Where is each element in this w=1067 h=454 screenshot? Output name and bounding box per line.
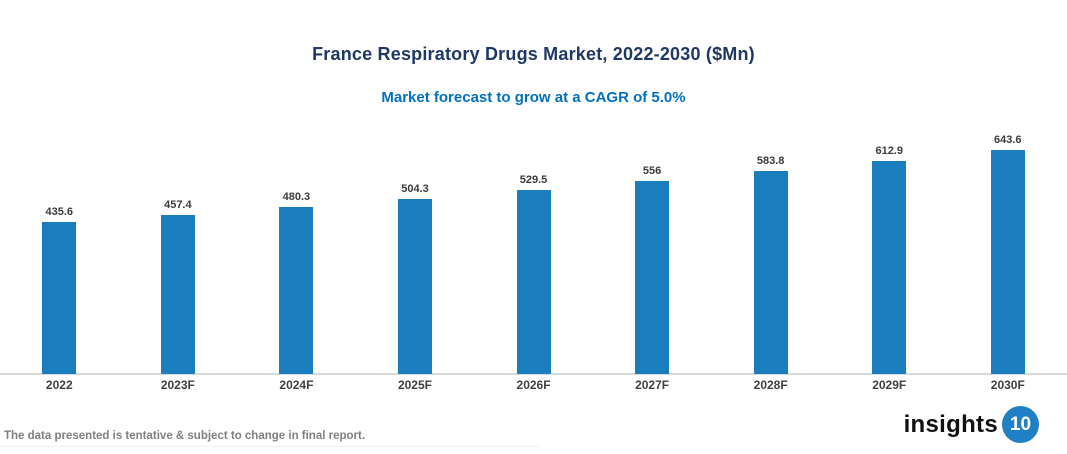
bar-column-2025F: 504.3 (356, 183, 475, 374)
bar-column-2029F: 612.9 (830, 145, 949, 374)
bar-value-label: 643.6 (994, 134, 1022, 146)
bar-column-2026F: 529.5 (474, 174, 593, 374)
logo-wordmark: insights (903, 410, 998, 438)
category-label-2025F: 2025F (397, 378, 432, 392)
bar-2030F (990, 150, 1025, 374)
bar-column-2022: 435.6 (0, 206, 119, 374)
chart-subtitle: Market forecast to grow at a CAGR of 5.0… (381, 89, 686, 106)
bar-value-label: 480.3 (282, 191, 311, 203)
bar-column-2024F: 480.3 (237, 191, 356, 374)
category-label-2022: 2022 (45, 378, 73, 392)
bar-value-label: 504.3 (401, 183, 429, 195)
chart-title: France Respiratory Drugs Market, 2022-20… (312, 44, 755, 64)
bar-2023F (160, 215, 195, 374)
bar-column-2023F: 457.4 (119, 199, 238, 374)
insights10-logo: insights 10 (904, 406, 1039, 443)
bar-column-2027F: 556 (593, 165, 712, 374)
bottom-divider (0, 446, 540, 447)
category-row: 2022 2023F 2024F 2025F 2026F 2027F 2028F 2029F 2… (0, 378, 1067, 392)
category-label-2023F: 2023F (160, 378, 195, 392)
bar-2026F (516, 190, 551, 374)
bar-value-label: 435.6 (45, 206, 74, 218)
category-label-2024F: 2024F (279, 378, 314, 392)
bar-2024F (279, 207, 314, 374)
bars-row: 435.6 457.4 480.3 504.3 529.5 556 583.8 612.9 64… (0, 124, 1067, 374)
bar-value-label: 612.9 (875, 145, 903, 157)
bar-column-2030F: 643.6 (949, 134, 1067, 374)
bar-2025F (397, 199, 432, 374)
bar-value-label: 583.8 (756, 155, 785, 167)
bar-2029F (872, 161, 907, 374)
bar-2027F (635, 181, 670, 374)
category-label-2028F: 2028F (753, 378, 788, 392)
bar-value-label: 556 (642, 165, 662, 177)
category-label-2030F: 2030F (990, 378, 1025, 392)
category-label-2029F: 2029F (872, 378, 907, 392)
disclaimer-text: The data presented is tentative & subjec… (4, 430, 366, 442)
bar-column-2028F: 583.8 (711, 155, 830, 374)
logo-badge-10: 10 (1002, 406, 1039, 443)
bar-2022 (42, 222, 77, 374)
category-label-2026F: 2026F (516, 378, 551, 392)
bar-value-label: 457.4 (164, 199, 192, 211)
bar-2028F (753, 171, 788, 374)
bar-value-label: 529.5 (519, 174, 548, 186)
category-label-2027F: 2027F (635, 378, 670, 392)
x-axis-line (0, 373, 1067, 375)
